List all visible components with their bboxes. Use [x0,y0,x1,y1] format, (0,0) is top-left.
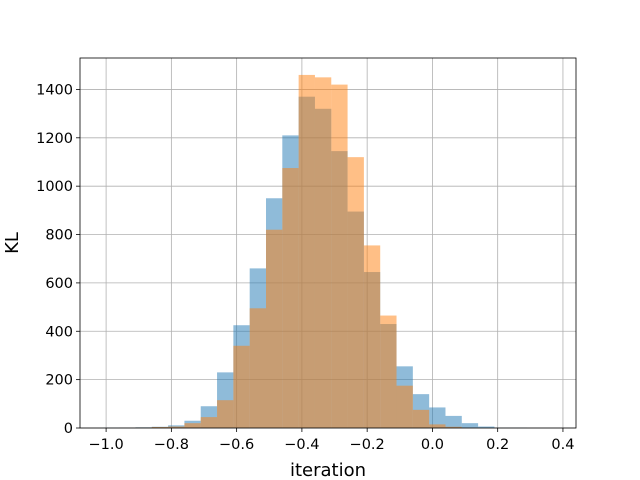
histogram-bar-series-2 [445,426,462,428]
histogram-bar-series-2 [298,74,315,429]
histogram-bar-series-1 [429,407,446,428]
x-axis-label: iteration [290,460,366,480]
histogram-bar-series-1 [461,423,479,428]
x-tick-label: −0.4 [284,437,319,453]
x-tick-label: 0.4 [551,437,574,453]
histogram-bar-series-2 [184,423,201,428]
x-tick-label: 0.2 [486,437,509,453]
histogram-bar-series-2 [396,385,413,428]
y-tick-label: 1200 [36,131,73,147]
y-tick-label: 200 [45,373,73,389]
x-tick-label: 0.0 [421,437,444,453]
y-tick-label: 1400 [36,82,73,98]
y-tick-label: 1000 [36,179,73,195]
histogram-bar-series-1 [445,415,462,428]
histogram-bar-series-2 [363,245,381,428]
histogram-bar-series-2 [314,77,332,428]
histogram-bar-series-2 [347,157,364,428]
histogram-bar-series-2 [168,426,185,428]
x-tick-label: −1.0 [88,437,123,453]
histogram-bar-series-2 [282,168,299,428]
y-axis-label: KL [2,232,23,254]
histogram-bar-series-2 [412,409,430,428]
histogram-bar-series-2 [151,427,169,428]
x-tick-label: −0.2 [350,437,385,453]
y-tick-label: 800 [45,228,73,244]
histogram-bar-series-2 [331,84,348,428]
y-tick-label: 400 [45,324,73,340]
histogram-bar-series-2 [200,417,218,428]
histogram-bar-series-2 [380,315,397,428]
histogram-bar-series-2 [217,400,234,428]
histogram-bar-series-1 [478,426,495,428]
y-tick-label: 600 [45,276,73,292]
y-tick-label: 0 [64,421,73,437]
x-tick-label: −0.8 [154,437,189,453]
histogram-bar-series-2 [429,424,446,428]
x-tick-label: −0.6 [219,437,254,453]
histogram-bar-series-2 [249,308,266,428]
histogram-bar-series-2 [266,229,283,428]
histogram-bar-series-2 [233,345,250,428]
axis-ticks: −1.0 −0.8 −0.6 −0.4 −0.2 0.0 0.2 0.4 0 200 400 600 8… [36,82,574,453]
plot-frame [79,57,577,429]
histogram-bars [102,74,528,429]
